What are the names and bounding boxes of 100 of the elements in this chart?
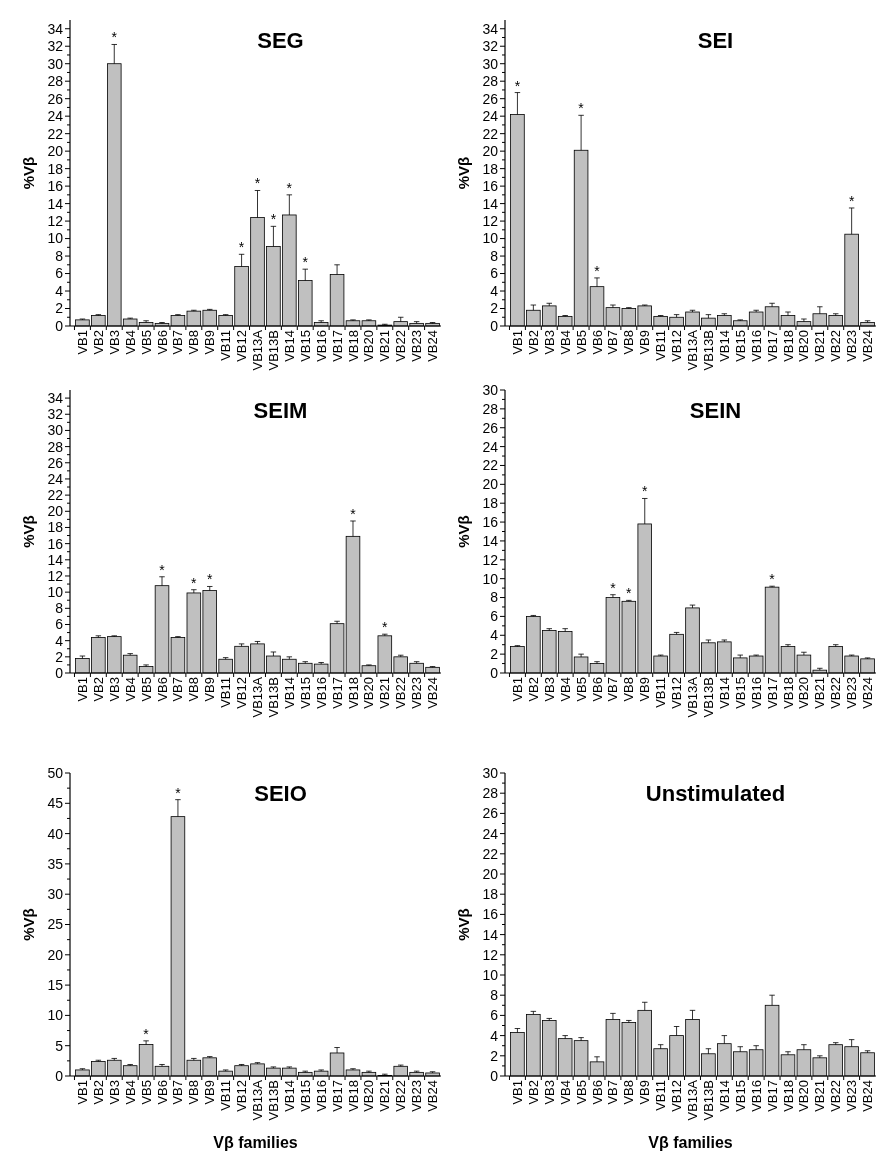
y-tick-label: 16 <box>482 513 499 530</box>
x-tick-label: VB12 <box>669 330 685 362</box>
x-tick-label: VB23 <box>409 330 425 362</box>
annotation: * <box>207 571 214 588</box>
chart-title: SEI <box>697 28 734 53</box>
x-tick-label: VB7 <box>170 1080 186 1105</box>
x-tick-label: VB7 <box>170 330 186 355</box>
x-tick-label: VB13B <box>700 330 716 371</box>
x-tick-label: VB13B <box>700 677 716 718</box>
y-tick-label: 14 <box>47 195 64 212</box>
chart-title: SEIM <box>253 398 308 423</box>
x-axis-title: Vβ families <box>213 1134 298 1151</box>
y-tick-label: 0 <box>490 664 499 681</box>
annotation: * <box>143 1025 150 1042</box>
x-tick-label: VB6 <box>589 330 605 355</box>
x-tick-label: VB5 <box>138 1080 154 1105</box>
y-tick-label: 8 <box>490 589 499 606</box>
annotation: * <box>238 239 245 256</box>
x-tick-label: VB22 <box>393 330 409 362</box>
y-tick-label: 32 <box>47 406 64 423</box>
y-tick-label: 12 <box>47 567 64 584</box>
y-tick-label: 0 <box>55 1067 64 1084</box>
y-tick-label: 30 <box>482 55 499 72</box>
y-tick-label: 10 <box>482 230 499 247</box>
x-tick-label: VB16 <box>313 330 329 362</box>
y-tick-label: 14 <box>47 551 64 568</box>
y-tick-label: 6 <box>490 265 499 282</box>
y-tick-label: 16 <box>482 178 499 195</box>
x-tick-label: VB6 <box>154 677 170 702</box>
chart-title: Unstimulated <box>645 781 786 806</box>
x-tick-label: VB24 <box>860 1080 876 1112</box>
x-tick-label: VB6 <box>589 1080 605 1105</box>
annotation: * <box>769 571 776 588</box>
x-tick-label: VB3 <box>541 330 557 355</box>
x-tick-label: VB14 <box>716 1080 732 1112</box>
y-tick-label: 28 <box>47 73 64 90</box>
y-tick-label: 18 <box>482 160 499 177</box>
x-tick-label: VB15 <box>297 1080 313 1112</box>
x-tick-label: VB18 <box>780 677 796 709</box>
annotation: * <box>286 179 293 196</box>
y-tick-label: 28 <box>47 438 64 455</box>
x-tick-label: VB4 <box>122 677 138 702</box>
x-tick-label: VB2 <box>525 1080 541 1105</box>
y-tick-label: 22 <box>482 457 499 474</box>
x-tick-label: VB20 <box>361 677 377 709</box>
annotation: * <box>270 211 277 228</box>
y-tick-label: 25 <box>47 916 64 933</box>
y-tick-label: 12 <box>47 212 64 229</box>
y-tick-label: 16 <box>47 535 64 552</box>
x-tick-label: VB4 <box>557 1080 573 1105</box>
y-tick-label: 15 <box>47 977 64 993</box>
x-tick-label: VB21 <box>377 1080 393 1112</box>
x-tick-label: VB24 <box>425 330 441 362</box>
x-tick-label: VB14 <box>716 330 732 362</box>
y-tick-label: 30 <box>47 422 64 439</box>
x-tick-label: VB8 <box>621 677 637 702</box>
y-tick-label: 4 <box>55 632 64 649</box>
y-tick-label: 12 <box>482 551 499 568</box>
x-tick-label: VB4 <box>557 677 573 702</box>
annotation: * <box>159 561 166 578</box>
y-tick-label: 24 <box>47 470 64 487</box>
y-tick-label: 34 <box>47 389 64 406</box>
x-tick-label: VB11 <box>653 677 669 708</box>
x-tick-label: VB20 <box>361 1080 377 1112</box>
x-tick-label: VB8 <box>621 330 637 355</box>
x-tick-label: VB15 <box>297 330 313 362</box>
annotation: * <box>175 784 182 801</box>
y-tick-label: 34 <box>482 20 499 37</box>
x-tick-label: VB16 <box>313 1080 329 1112</box>
x-tick-label: VB8 <box>186 330 202 355</box>
x-tick-label: VB13B <box>265 330 281 371</box>
y-tick-label: 0 <box>55 317 64 334</box>
x-tick-label: VB13B <box>265 677 281 718</box>
x-tick-label: VB11 <box>218 677 234 708</box>
y-tick-label: 34 <box>47 20 64 37</box>
y-tick-label: 14 <box>482 532 499 549</box>
y-tick-label: 16 <box>482 906 499 923</box>
y-tick-label: 2 <box>55 648 64 665</box>
y-tick-label: 10 <box>47 584 64 601</box>
y-tick-label: 2 <box>490 646 499 663</box>
x-tick-label: VB2 <box>90 1080 106 1105</box>
x-tick-label: VB21 <box>377 330 393 362</box>
y-tick-label: 18 <box>482 495 499 512</box>
y-tick-label: 28 <box>482 73 499 90</box>
x-tick-label: VB13A <box>685 676 701 718</box>
x-tick-label: VB12 <box>234 677 250 709</box>
x-tick-label: VB5 <box>573 330 589 355</box>
y-tick-label: 30 <box>482 381 499 398</box>
x-tick-label: VB8 <box>621 1080 637 1105</box>
x-tick-label: VB15 <box>732 330 748 362</box>
x-tick-label: VB12 <box>234 1080 250 1112</box>
x-tick-label: VB22 <box>828 1080 844 1112</box>
x-tick-label: VB6 <box>589 677 605 702</box>
x-tick-label: VB17 <box>764 330 780 362</box>
y-tick-label: 18 <box>47 160 64 177</box>
x-tick-label: VB1 <box>509 677 525 702</box>
x-tick-label: VB4 <box>122 1080 138 1105</box>
y-tick-label: 32 <box>482 38 499 55</box>
x-tick-label: VB24 <box>860 330 876 362</box>
x-tick-label: VB16 <box>748 1080 764 1112</box>
